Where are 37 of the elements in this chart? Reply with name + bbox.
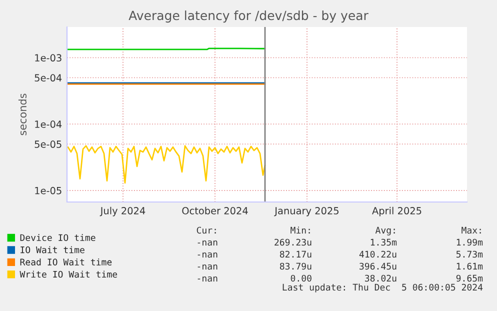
text: 9.65m xyxy=(456,274,483,282)
text: -nan xyxy=(198,252,218,258)
text: Last update: Thu Dec 5 06:00:05 2024 xyxy=(282,284,483,292)
y-axis-title: seconds xyxy=(18,94,27,136)
legend-label: Device IO time xyxy=(20,234,96,242)
y-tick-label: 1e-04 xyxy=(35,120,62,128)
legend-label: Read IO Wait time xyxy=(20,258,112,266)
text: 83.79u xyxy=(280,262,312,270)
text: 0.00 xyxy=(290,274,312,282)
x-tick-label: October 2024 xyxy=(182,206,248,214)
chart-title: Average latency for /dev/sdb - by year xyxy=(128,10,368,23)
text: 1.35m xyxy=(370,238,397,246)
line-series xyxy=(67,145,266,184)
x-tick-label: July 2024 xyxy=(100,206,146,216)
y-tick-label: 1e-03 xyxy=(35,54,62,62)
text: -nan xyxy=(198,276,218,282)
text: 1.99m xyxy=(456,238,483,246)
text: 82.17u xyxy=(280,250,312,258)
text: -nan xyxy=(198,240,218,246)
text: 5.73m xyxy=(456,250,483,258)
y-tick-label: 5e-04 xyxy=(34,74,62,82)
text: Avg: xyxy=(375,226,395,236)
legend-label: IO Wait time xyxy=(20,246,84,254)
y-tick-label: 5e-05 xyxy=(34,140,62,148)
text: 38.02u xyxy=(364,274,396,282)
text: -nan xyxy=(198,264,218,270)
text: Max: xyxy=(462,226,481,234)
text: 396.45u xyxy=(360,262,396,270)
text: Cur: xyxy=(196,226,216,234)
y-tick-label: 1e-05 xyxy=(35,186,62,194)
text: 269.23u xyxy=(274,238,312,246)
text: 1.61m xyxy=(456,262,483,270)
legend-label: Write IO Wait time xyxy=(20,270,118,278)
text: Min: xyxy=(290,226,310,234)
x-tick-label: January 2025 xyxy=(274,207,338,216)
text: 410.22u xyxy=(359,250,396,258)
x-tick-label: April 2025 xyxy=(372,206,422,216)
